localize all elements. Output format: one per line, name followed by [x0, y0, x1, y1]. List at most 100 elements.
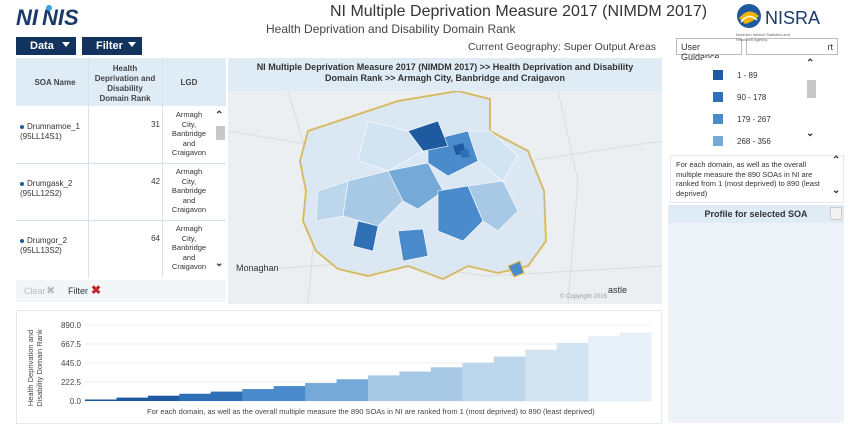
chart-bar[interactable]: [273, 386, 306, 401]
chart-bar[interactable]: [336, 379, 369, 401]
filter-bar: Clear ✖ Filter ✖: [16, 280, 226, 302]
chart-bar[interactable]: [619, 332, 652, 401]
map-label-monaghan: Monaghan: [236, 263, 279, 273]
data-dropdown-label: Data: [30, 40, 54, 52]
chart-bar[interactable]: [242, 389, 275, 401]
report-button[interactable]: rt: [746, 38, 838, 55]
legend-swatch: [713, 70, 723, 80]
rank-chart-canvas[interactable]: 890.0 667.5 445.0 222.5 0.0: [17, 311, 663, 425]
chevron-down-icon[interactable]: ⌄: [215, 258, 224, 269]
chart-bar[interactable]: [305, 383, 338, 401]
chevron-up-icon[interactable]: ⌃: [806, 58, 815, 69]
expand-icon[interactable]: [830, 207, 842, 220]
nisra-logo: NISRA: [737, 4, 820, 28]
table-row[interactable]: Drumgor_2 (95LL13S2) 64 Armagh City, Banbri…: [16, 222, 226, 278]
chart-bar[interactable]: [85, 399, 117, 401]
nisra-small-text: Northern Ireland Statistics and Research…: [736, 32, 790, 42]
col-rank[interactable]: Health Deprivation and Disability Domain…: [94, 64, 156, 103]
chart-bar[interactable]: [368, 375, 400, 401]
rank-chart: 890.0 667.5 445.0 222.5 0.0 Health Deprivati…: [16, 310, 662, 424]
rank-cell: 64: [151, 234, 160, 243]
soa-name-cell: Drumgask_2 (95LL12S2): [20, 179, 72, 199]
page-subtitle: Health Deprivation and Disability Domain…: [266, 22, 516, 36]
y-tick-label: 445.0: [61, 359, 82, 368]
filter-dropdown-label: Filter: [96, 40, 123, 52]
map-title-line2: Domain Rank >> Armagh City, Banbridge an…: [324, 73, 566, 83]
info-scrollbar[interactable]: ⌃ ⌄: [832, 155, 842, 199]
filter-label: Filter: [68, 286, 88, 296]
clear-button[interactable]: Clear: [24, 286, 46, 296]
table-scrollbar[interactable]: ⌃ ⌄: [215, 108, 226, 278]
chevron-down-icon: [128, 42, 136, 47]
bullet-icon: [20, 124, 24, 129]
chart-bar[interactable]: [493, 356, 526, 401]
chart-bar[interactable]: [147, 395, 180, 401]
map-title: NI Multiple Deprivation Measure 2017 (NI…: [228, 58, 662, 91]
soa-table: SOA Name Health Deprivation and Disabili…: [16, 58, 226, 303]
chevron-down-icon[interactable]: ⌄: [806, 128, 815, 139]
y-tick-label: 667.5: [61, 340, 82, 349]
profile-header: Profile for selected SOA: [668, 205, 844, 223]
soa-code: (95LL13S2): [20, 246, 62, 255]
lgd-cell: Armagh City, Banbridge and Craigavon: [171, 110, 207, 157]
ninis-logo: NI NIS: [16, 5, 79, 30]
legend-label: 90 - 178: [737, 93, 767, 102]
y-tick-label: 890.0: [61, 321, 82, 330]
soa-name-cell: Drumgor_2 (95LL13S2): [20, 236, 67, 256]
chart-bar[interactable]: [430, 367, 463, 401]
y-tick-label: 222.5: [61, 378, 82, 387]
map-copyright: © Copyright 2016: [560, 294, 607, 300]
page-title: NI Multiple Deprivation Measure 2017 (NI…: [330, 3, 708, 20]
legend-swatch: [713, 92, 723, 102]
scrollbar-thumb[interactable]: [807, 80, 816, 98]
table-row[interactable]: Drumnamoe_1 (95LL14S1) 31 Armagh City, Banb…: [16, 108, 226, 164]
chart-bar[interactable]: [210, 391, 243, 401]
clear-x-icon[interactable]: ✖: [46, 285, 56, 297]
soa-name-cell: Drumnamoe_1 (95LL14S1): [20, 122, 80, 142]
bullet-icon: [20, 181, 24, 186]
chart-bar[interactable]: [399, 371, 432, 401]
chevron-up-icon[interactable]: ⌃: [215, 110, 224, 121]
map-canvas[interactable]: [228, 91, 662, 304]
divider: [162, 58, 163, 278]
soa-name: Drumnamoe_1: [27, 122, 80, 131]
user-guidance-button[interactable]: User Guidance: [676, 38, 742, 62]
chart-y-label: Health Deprivation and Disability Domain…: [26, 329, 44, 407]
legend-scrollbar[interactable]: ⌃ ⌄: [806, 58, 816, 144]
lgd-cell: Armagh City, Banbridge and Craigavon: [171, 167, 207, 214]
chart-bar[interactable]: [525, 349, 558, 401]
rank-cell: 42: [151, 177, 160, 186]
col-soa-name[interactable]: SOA Name: [34, 78, 76, 87]
col-lgd[interactable]: LGD: [180, 78, 198, 87]
chart-caption: For each domain, as well as the overall …: [147, 407, 595, 416]
chart-bar[interactable]: [462, 362, 495, 401]
soa-name: Drumgor_2: [27, 236, 68, 245]
chevron-down-icon[interactable]: ⌄: [832, 185, 841, 196]
profile-label: Profile for selected SOA: [704, 209, 808, 219]
legend-swatch: [713, 136, 723, 146]
data-dropdown[interactable]: Data: [16, 37, 76, 55]
chart-bar[interactable]: [588, 336, 621, 401]
legend-swatch: [713, 114, 723, 124]
filter-dropdown[interactable]: Filter: [82, 37, 142, 55]
chart-bar[interactable]: [116, 397, 149, 401]
info-text: For each domain, as well as the overall …: [670, 155, 844, 203]
profile-body: [668, 223, 844, 423]
table-row[interactable]: Drumgask_2 (95LL12S2) 42 Armagh City, Banbr…: [16, 165, 226, 221]
filter-x-icon[interactable]: ✖: [91, 283, 102, 297]
legend-panel: 1 - 89 90 - 178 179 - 267 268 - 356 ⌃ ⌄: [703, 58, 816, 146]
map-title-line1: NI Multiple Deprivation Measure 2017 (NI…: [256, 62, 634, 72]
soa-code: (95LL12S2): [20, 189, 62, 198]
map-label-castle: astle: [608, 285, 628, 295]
chart-bar[interactable]: [556, 342, 589, 401]
bullet-icon: [20, 238, 24, 243]
table-header: SOA Name Health Deprivation and Disabili…: [16, 58, 226, 106]
chevron-up-icon[interactable]: ⌃: [832, 155, 841, 166]
rank-cell: 31: [151, 120, 160, 129]
svg-text:NISRA: NISRA: [765, 8, 820, 28]
y-tick-label: 0.0: [70, 397, 82, 406]
svg-text:NI: NI: [16, 5, 39, 30]
chart-bar[interactable]: [179, 393, 212, 401]
scrollbar-thumb[interactable]: [216, 126, 225, 140]
soa-name: Drumgask_2: [27, 179, 73, 188]
